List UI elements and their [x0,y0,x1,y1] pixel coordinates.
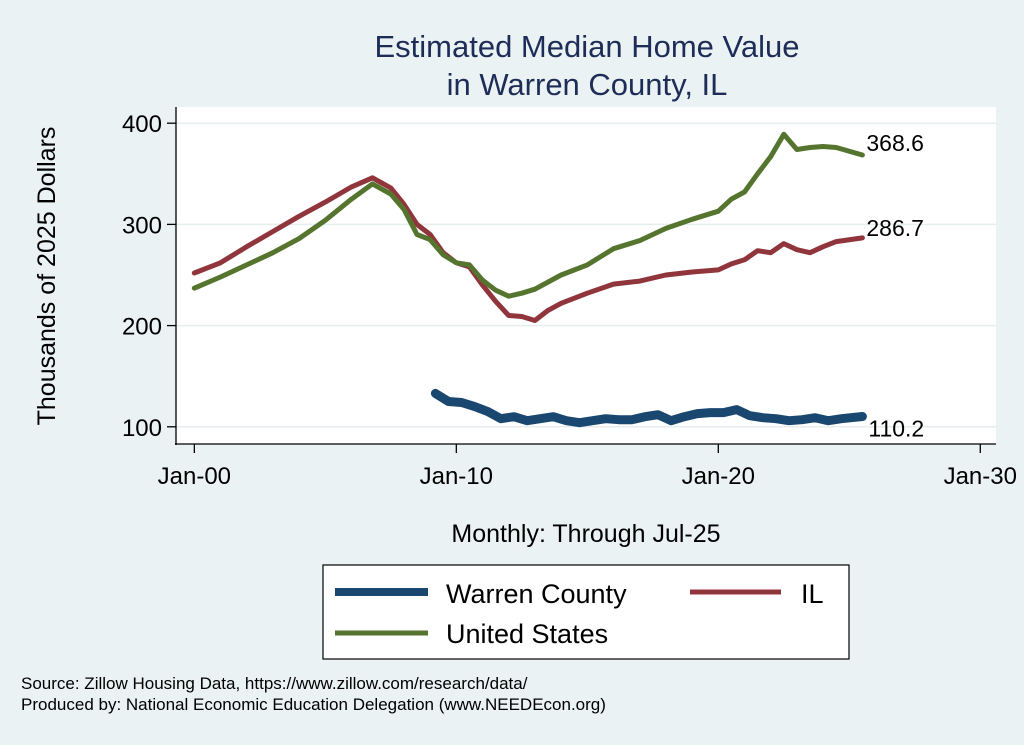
y-axis-title: Thousands of 2025 Dollars [33,127,61,426]
x-tick-label-jan-10: Jan-10 [420,463,493,490]
end-labels: 110.2 286.7 368.6 [866,130,924,442]
series-layer [191,131,867,428]
title-line-2: in Warren County, IL [447,67,728,102]
x-tick-label-jan-30: Jan-30 [944,463,1017,490]
series-line-warren-county [430,388,867,428]
end-label-il: 286.7 [866,215,924,241]
series-line-united-states [191,131,865,299]
title-line-1: Estimated Median Home Value [374,29,799,64]
x-axis-ticks: Jan-00 Jan-10 Jan-20 Jan-30 [158,444,1017,490]
end-label-united-states: 368.6 [866,130,924,156]
legend-box [322,564,850,660]
series-line-il [191,175,865,323]
y-tick-label-300: 300 [122,212,162,239]
gridlines [176,122,996,428]
legend-label-il: IL [801,579,824,609]
y-tick-label-100: 100 [122,415,162,442]
chart-title: Estimated Median Home Value in Warren Co… [374,29,799,102]
footnotes: Source: Zillow Housing Data, https://www… [21,674,606,714]
plot-area [176,107,996,444]
legend: Warren County IL United States [322,564,850,660]
x-tick-label-jan-00: Jan-00 [158,463,231,490]
legend-label-united-states: United States [446,619,608,649]
y-tick-label-400: 400 [122,111,162,138]
producer-note: Produced by: National Economic Education… [21,695,606,714]
x-tick-label-jan-20: Jan-20 [682,463,755,490]
source-note: Source: Zillow Housing Data, https://www… [21,674,528,693]
x-axis-title: Monthly: Through Jul-25 [451,520,720,548]
y-tick-label-200: 200 [122,314,162,341]
legend-label-warren-county: Warren County [446,579,627,609]
y-axis-ticks: 100 200 300 400 [122,111,176,442]
end-label-warren-county: 110.2 [868,415,924,441]
